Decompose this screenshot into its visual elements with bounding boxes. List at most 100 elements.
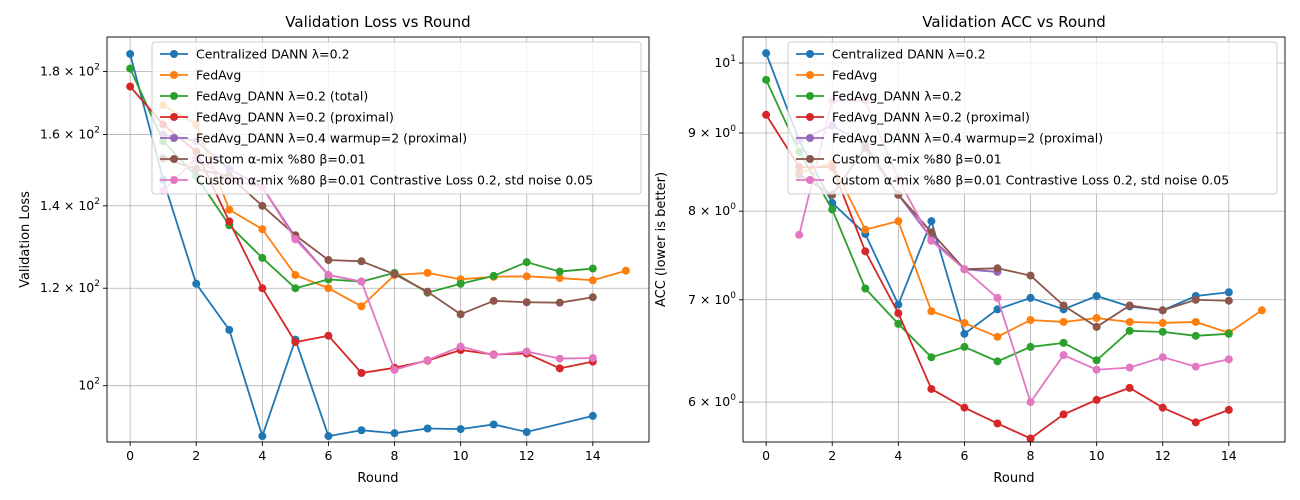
x-tick-label: 8 — [1027, 448, 1035, 463]
data-point — [1125, 317, 1134, 326]
legend-item: Custom α-mix %80 β=0.01 — [796, 152, 1002, 167]
data-point — [522, 298, 531, 307]
x-tick-label: 0 — [762, 448, 770, 463]
x-tick-label: 4 — [894, 448, 902, 463]
x-tick-label: 10 — [1089, 448, 1105, 463]
data-point — [489, 296, 498, 305]
legend-item: Custom α-mix %80 β=0.01 Contrastive Loss… — [160, 173, 593, 188]
legend-marker — [806, 71, 814, 79]
data-point — [993, 357, 1002, 366]
y-tick-label: 6 × 100 — [688, 393, 736, 409]
data-point — [927, 228, 936, 237]
legend-label: Centralized DANN λ=0.2 — [196, 47, 350, 62]
legend-label: FedAvg_DANN λ=0.2 (proximal) — [196, 110, 394, 125]
data-point — [357, 426, 366, 435]
data-point — [1125, 383, 1134, 392]
data-point — [1026, 398, 1035, 407]
y-axis: 102 1.2 × 102 1.4 × 102 1.6 × 102 1.8 × 102 — [40, 62, 107, 393]
x-tick-label: 0 — [126, 448, 134, 463]
data-point — [423, 268, 432, 277]
legend-item: FedAvg — [796, 68, 877, 83]
legend-label: Custom α-mix %80 β=0.01 Contrastive Loss… — [196, 173, 593, 188]
data-point — [192, 279, 201, 288]
legend-label: FedAvg_DANN λ=0.2 (proximal) — [832, 110, 1030, 125]
data-point — [357, 302, 366, 311]
data-point — [1092, 314, 1101, 323]
data-point — [993, 419, 1002, 428]
data-point — [1092, 292, 1101, 301]
data-point — [762, 110, 771, 119]
data-point — [993, 332, 1002, 341]
data-point — [456, 342, 465, 351]
y-tick-label: 1.2 × 102 — [40, 279, 100, 295]
data-point — [390, 429, 399, 438]
data-point — [621, 266, 630, 275]
y-tick-label: 8 × 100 — [688, 202, 736, 218]
plot-frame — [742, 36, 1286, 443]
y-tick-label: 1.6 × 102 — [40, 125, 100, 141]
x-tick-label: 12 — [1155, 448, 1171, 463]
data-point — [588, 411, 597, 420]
data-point — [1158, 318, 1167, 327]
x-tick-label: 6 — [324, 448, 332, 463]
data-point — [588, 276, 597, 285]
data-point — [1092, 356, 1101, 365]
data-point — [291, 235, 300, 244]
data-point — [894, 309, 903, 318]
data-point — [894, 319, 903, 328]
legend-marker — [806, 50, 814, 58]
data-point — [1059, 351, 1068, 360]
data-point — [225, 217, 234, 226]
legend-label: Custom α-mix %80 β=0.01 Contrastive Loss… — [832, 173, 1229, 188]
x-tick-label: 6 — [960, 448, 968, 463]
x-axis: 0 2 4 6 8 10 12 14 — [762, 442, 1237, 463]
data-point — [960, 342, 969, 351]
data-point — [357, 277, 366, 286]
data-point — [1092, 395, 1101, 404]
data-point — [1158, 306, 1167, 315]
data-point — [960, 265, 969, 274]
data-point — [423, 356, 432, 365]
data-point — [489, 351, 498, 360]
legend-marker — [806, 92, 814, 100]
data-point — [555, 267, 564, 276]
data-point — [126, 82, 135, 91]
legend: Centralized DANN λ=0.2 FedAvg FedAvg_DANN … — [151, 41, 642, 195]
legend-item: Custom α-mix %80 β=0.01 — [160, 152, 366, 167]
data-point — [456, 310, 465, 319]
data-point — [960, 403, 969, 412]
data-point — [258, 225, 267, 234]
data-point — [357, 369, 366, 378]
data-point — [522, 272, 531, 281]
data-point — [225, 205, 234, 214]
data-point — [423, 287, 432, 296]
data-point — [1158, 403, 1167, 412]
legend-box — [151, 41, 642, 195]
data-point — [522, 347, 531, 356]
x-tick-label: 10 — [453, 448, 469, 463]
data-point — [1026, 271, 1035, 280]
data-point — [489, 420, 498, 429]
data-point — [1026, 434, 1035, 443]
data-point — [993, 305, 1002, 314]
data-point — [1224, 288, 1233, 297]
data-point — [1191, 317, 1200, 326]
data-point — [291, 271, 300, 280]
y-tick-label: 7 × 100 — [688, 291, 736, 307]
data-point — [762, 49, 771, 58]
data-point — [291, 284, 300, 293]
data-point — [522, 427, 531, 436]
x-axis-label: Round — [357, 471, 398, 486]
legend-marker — [170, 113, 178, 121]
legend-label: FedAvg — [196, 68, 241, 83]
data-point — [894, 300, 903, 309]
data-point — [291, 338, 300, 347]
x-axis-label: Round — [993, 471, 1034, 486]
data-point — [324, 331, 333, 340]
data-point — [762, 75, 771, 84]
data-point — [258, 432, 267, 441]
data-point — [555, 274, 564, 283]
legend-item: FedAvg_DANN λ=0.2 (proximal) — [796, 110, 1030, 125]
data-point — [456, 279, 465, 288]
